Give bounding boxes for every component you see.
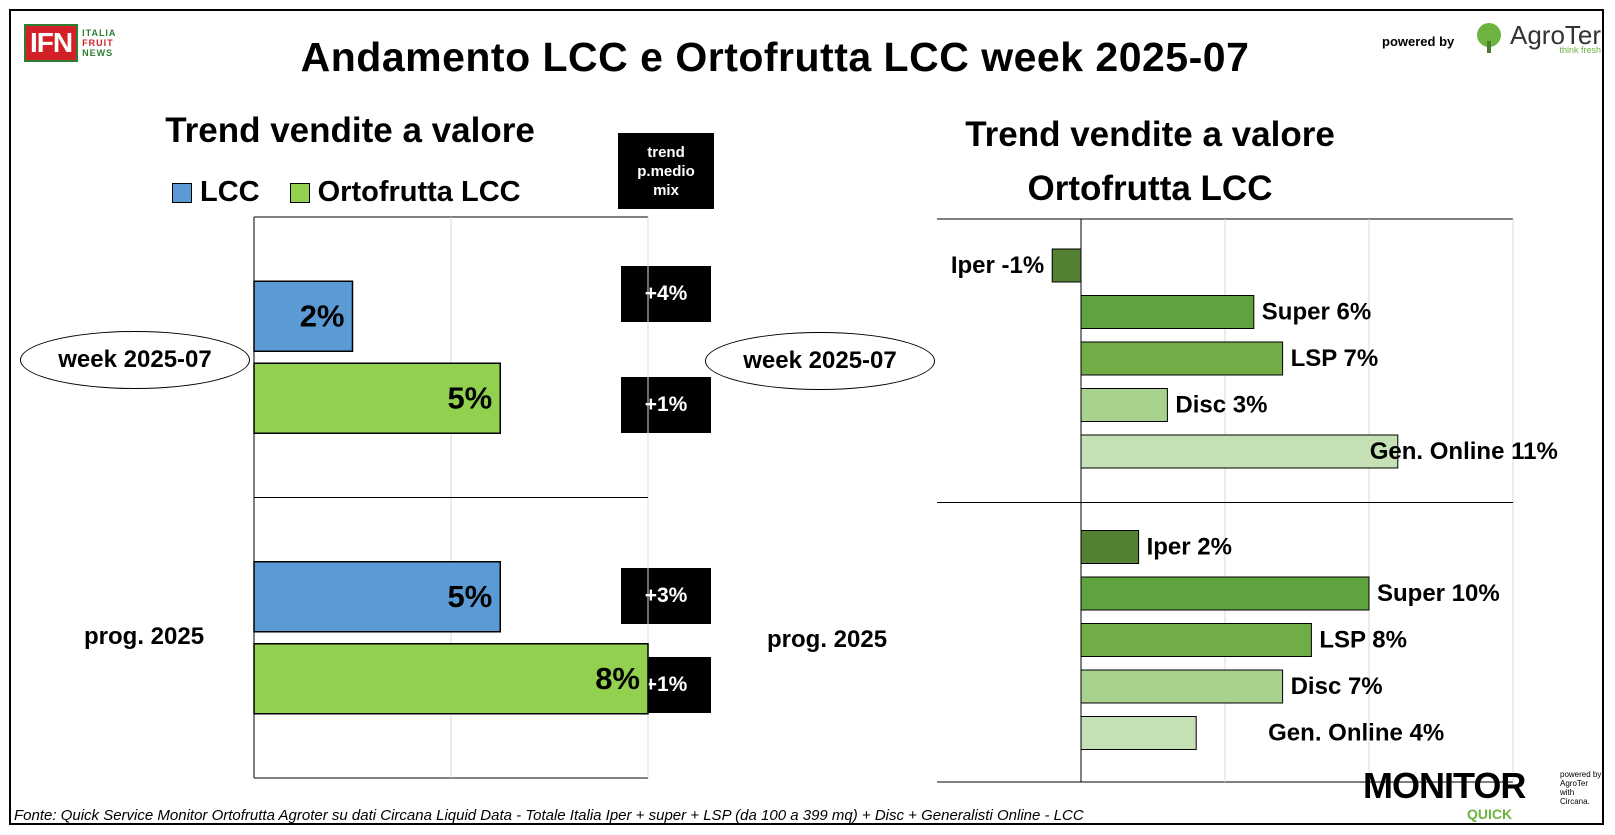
monitor-powered-line1: powered by — [1560, 770, 1602, 779]
bar-data-label: 5% — [447, 380, 492, 415]
bar-disc — [1080, 669, 1284, 704]
right-row-label-week: week 2025-07 — [705, 332, 935, 390]
bar-ortofrutta-lcc — [253, 362, 501, 434]
monitor-quick-logo: MONITOR QUICK — [1363, 765, 1526, 823]
ifn-logo-line1: ITALIA — [82, 28, 117, 38]
monitor-powered-line2: AgroTer — [1560, 779, 1589, 788]
bar-lcc — [253, 561, 501, 633]
bar-data-label: Disc 7% — [1291, 673, 1383, 700]
source-footnote: Fonte: Quick Service Monitor Ortofrutta … — [14, 807, 1084, 824]
right-subtitle-line1: Trend vendite a valore — [965, 115, 1335, 154]
bar-lsp — [1080, 341, 1284, 376]
bar-data-label: Super 10% — [1377, 580, 1500, 607]
bar-data-label: 5% — [447, 579, 492, 614]
legend-label-lcc: LCC — [200, 176, 260, 208]
bar-disc — [1080, 388, 1168, 422]
bar-data-label: Iper -1% — [951, 252, 1044, 279]
ifn-logo-line2: FRUIT — [82, 38, 114, 48]
agroter-logo-text: AgroTer — [1510, 20, 1602, 50]
bar-lcc — [253, 280, 354, 352]
bar-super — [1080, 295, 1255, 329]
bar-ortofrutta-lcc — [253, 643, 649, 715]
monitor-powered-by: powered by AgroTer with Circana. — [1560, 770, 1601, 806]
bar-data-label: LSP 7% — [1291, 345, 1379, 372]
monitor-logo-text: MONITOR — [1363, 765, 1526, 806]
bar-iper — [1051, 248, 1082, 283]
bar-iper — [1080, 530, 1140, 564]
trend-header-line3: mix — [653, 181, 679, 199]
ifn-logo-mark: IFN — [24, 24, 79, 62]
trend-header-line2: p.medio — [637, 162, 695, 180]
bar-data-label: Gen. Online 4% — [1268, 719, 1444, 746]
monitor-logo-sub: QUICK — [1467, 806, 1513, 822]
trend-header-box: trend p.medio mix — [618, 133, 714, 209]
ifn-logo: IFN ITALIA FRUIT NEWS — [24, 24, 116, 62]
powered-by-label: powered by — [1382, 34, 1455, 49]
monitor-powered-line4: Circana. — [1560, 797, 1590, 806]
left-row-label-prog: prog. 2025 — [84, 623, 205, 650]
agroter-logo: AgroTer think fresh — [1472, 20, 1601, 55]
bar-data-label: Gen. Online 11% — [1370, 438, 1558, 465]
page-title: Andamento LCC e Ortofrutta LCC week 2025… — [300, 34, 1250, 80]
left-row-label-week: week 2025-07 — [20, 331, 250, 389]
left-chart-subtitle: Trend vendite a valore — [165, 111, 535, 150]
bar-data-label: Iper 2% — [1147, 533, 1232, 560]
bar-data-label: Disc 3% — [1175, 391, 1267, 418]
bar-gen-online — [1080, 434, 1399, 469]
right-row-label-prog: prog. 2025 — [767, 626, 888, 653]
bar-data-label: 8% — [595, 661, 640, 696]
bar-data-label: 2% — [300, 298, 345, 333]
legend-label-ortofrutta: Ortofrutta LCC — [317, 176, 521, 208]
chart-frame — [9, 9, 1604, 825]
legend-swatch-lcc — [172, 182, 192, 203]
agroter-tagline: think fresh — [1559, 45, 1602, 55]
bar-data-label: LSP 8% — [1319, 626, 1407, 653]
trend-value-week-ortofrutta: +1% — [621, 377, 711, 433]
monitor-powered-line3: with — [1560, 788, 1575, 797]
bar-gen-online — [1080, 716, 1197, 750]
trend-value-prog-lcc: +3% — [621, 568, 711, 624]
tree-icon — [1477, 22, 1501, 53]
ifn-logo-text: ITALIA FRUIT NEWS — [82, 28, 116, 58]
legend-swatch-ortofrutta — [289, 182, 310, 203]
bar-super — [1080, 576, 1370, 611]
trend-value-week-lcc: +4% — [621, 266, 711, 322]
right-subtitle-line2: Ortofrutta LCC — [1027, 169, 1273, 208]
ifn-logo-line3: NEWS — [82, 48, 114, 58]
right-chart-subtitle: Trend vendite a valore Ortofrutta LCC — [900, 108, 1400, 216]
trend-header-line1: trend — [647, 143, 685, 161]
bar-data-label: Super 6% — [1262, 298, 1371, 325]
bar-lsp — [1080, 623, 1312, 657]
legend: LCC Ortofrutta LCC — [172, 176, 521, 209]
